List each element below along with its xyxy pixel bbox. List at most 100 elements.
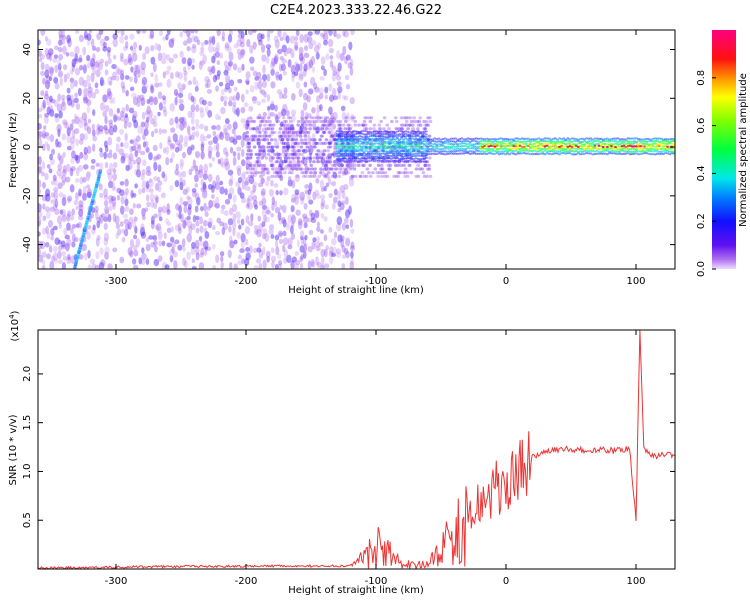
heatmap-cell <box>119 35 125 44</box>
heatmap-cell <box>141 207 146 217</box>
heatmap-cell <box>383 160 387 163</box>
heatmap-cell <box>192 159 196 168</box>
heatmap-cell <box>349 260 354 269</box>
heatmap-cell <box>647 143 651 146</box>
heatmap-cell <box>491 140 495 144</box>
heatmap-cell <box>270 179 274 187</box>
heatmap-cell <box>595 142 599 146</box>
heatmap-cell <box>406 133 410 136</box>
heatmap-cell <box>287 176 292 181</box>
heatmap-cell <box>132 264 139 269</box>
heatmap-cell <box>404 137 408 140</box>
heatmap-cell <box>533 149 536 152</box>
heatmap-cell <box>125 164 131 172</box>
heatmap-cell <box>115 66 120 74</box>
heatmap-cell <box>103 195 109 200</box>
heatmap-cell <box>382 127 386 131</box>
heatmap-cell <box>96 32 102 41</box>
heatmap-cell <box>146 116 150 123</box>
heatmap-cell <box>316 104 322 113</box>
heatmap-cell <box>570 137 574 140</box>
heatmap-cell <box>375 135 378 138</box>
heatmap-cell <box>271 260 275 269</box>
heatmap-cell <box>564 143 568 146</box>
heatmap-cell <box>157 206 163 213</box>
heatmap-cell <box>391 137 395 141</box>
heatmap-cell <box>164 70 170 76</box>
heatmap-cell <box>287 179 293 187</box>
heatmap-cell <box>128 152 134 162</box>
heatmap-cell <box>377 153 380 156</box>
heatmap-cell <box>328 145 333 149</box>
heatmap-cell <box>273 138 278 142</box>
heatmap-cell <box>616 152 620 156</box>
heatmap-cell <box>223 95 228 101</box>
heatmap-cell <box>194 151 201 159</box>
heatmap-cell <box>165 54 171 61</box>
heatmap-cell <box>74 92 78 98</box>
heatmap-cell <box>373 130 376 133</box>
heatmap-cell <box>232 138 238 145</box>
heatmap-cell <box>651 140 655 143</box>
heatmap-cell <box>389 145 393 148</box>
heatmap-cell <box>351 174 355 178</box>
heatmap-cell <box>414 133 418 136</box>
heatmap-cell <box>610 152 613 155</box>
heatmap-cell <box>200 205 204 212</box>
heatmap-cell <box>194 192 200 202</box>
heatmap-cell <box>135 64 141 74</box>
heatmap-cell <box>427 138 430 141</box>
heatmap-cell <box>168 57 175 64</box>
heatmap-cell <box>247 30 254 36</box>
heatmap-cell <box>464 142 468 145</box>
heatmap-cell <box>219 186 225 195</box>
heatmap-cell <box>270 163 275 167</box>
heatmap-cell <box>52 174 57 182</box>
heatmap-cell <box>472 150 476 153</box>
heatmap-cell <box>368 132 372 135</box>
heatmap-cell <box>277 111 283 118</box>
heatmap-cell <box>294 189 300 196</box>
heatmap-cell <box>616 143 620 146</box>
heatmap-cell <box>190 165 195 172</box>
heatmap-cell <box>291 71 296 79</box>
heatmap-cell <box>137 94 141 103</box>
heatmap-cell <box>352 135 356 138</box>
heatmap-cell <box>431 149 435 152</box>
heatmap-cell <box>46 133 50 141</box>
heatmap-cell <box>145 184 151 193</box>
heatmap-cell <box>402 140 405 143</box>
heatmap-cell <box>499 150 503 153</box>
heatmap-cell <box>416 129 420 133</box>
heatmap-cell <box>94 264 100 269</box>
heatmap-cell <box>333 167 338 171</box>
heatmap-cell <box>445 145 449 148</box>
heatmap-cell <box>160 192 166 199</box>
heatmap-cell <box>402 135 405 138</box>
heatmap-cell <box>187 203 192 210</box>
heatmap-cell <box>132 52 138 62</box>
heatmap-cell <box>300 237 305 245</box>
heatmap-cell <box>194 169 201 175</box>
heatmap-cell <box>318 125 324 132</box>
heatmap-cell <box>117 228 122 236</box>
heatmap-cell <box>668 147 672 150</box>
heatmap-cell <box>38 165 42 176</box>
heatmap-cell <box>257 32 263 42</box>
heatmap-cell <box>637 143 640 146</box>
heatmap-cell <box>414 137 418 140</box>
heatmap-cell <box>237 152 241 161</box>
heatmap-cell <box>367 171 371 175</box>
heatmap-cell <box>165 218 169 224</box>
heatmap-cell <box>257 113 262 119</box>
heatmap-cell <box>79 65 84 71</box>
heatmap-cell <box>366 130 370 134</box>
heatmap-cell <box>240 48 246 56</box>
heatmap-cell <box>335 248 342 255</box>
heatmap-cell <box>319 76 325 81</box>
heatmap-cell <box>339 139 343 143</box>
heatmap-cell <box>133 249 139 257</box>
heatmap-cell <box>352 160 357 164</box>
heatmap-cell <box>344 217 349 224</box>
heatmap-cell <box>38 254 44 263</box>
